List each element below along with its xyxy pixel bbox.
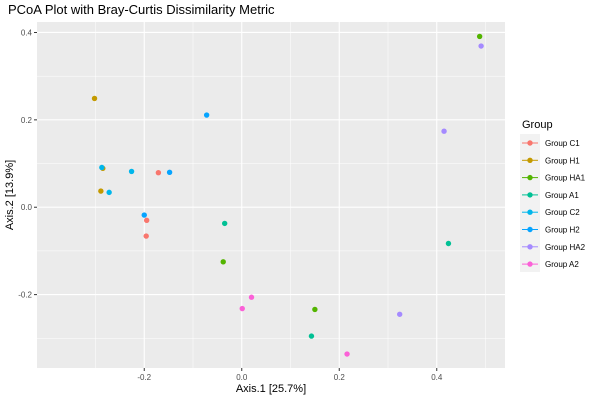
legend-key-point [527,209,533,215]
data-point [143,217,150,224]
data-point [91,95,98,102]
legend-title: Group [522,119,553,131]
data-point [166,169,173,175]
data-point [308,333,315,339]
x-tick-label: -0.2 [137,373,151,382]
x-axis-title: Axis.1 [25.7%] [236,383,306,395]
chart-title: PCoA Plot with Bray-Curtis Dissimilarity… [8,2,275,17]
y-axis-ticks: -0.2 0.0 0.2 0.4 [18,28,37,300]
data-point [441,128,447,134]
data-point [476,33,483,40]
legend-key-point [527,261,533,267]
data-points [91,33,484,357]
legend-key-point [527,226,533,233]
legend-key-point [527,140,533,146]
y-tick-label: 0.0 [21,203,33,212]
data-point [445,240,452,247]
data-point [155,170,162,176]
x-tick-label: 0.2 [334,373,346,382]
data-point [141,212,147,218]
data-point [143,233,149,239]
data-point [239,305,245,312]
data-point [99,164,105,171]
legend-key-point [527,174,533,181]
legend-key-background [520,134,540,272]
legend-label: Group H2 [545,226,580,235]
data-point [312,306,318,313]
y-tick-label: 0.4 [21,28,33,37]
data-point [397,311,403,317]
data-point [344,351,350,357]
data-point [203,112,210,118]
legend-label: Group HA1 [545,174,586,183]
legend-label: Group A1 [545,191,579,200]
legend-key-point [527,192,533,198]
x-axis-ticks: -0.2 0.0 0.2 0.4 [137,368,443,382]
data-point [221,220,228,227]
y-tick-label: -0.2 [18,291,32,300]
legend-label: Group C2 [545,208,580,217]
x-tick-label: 0.4 [431,373,443,382]
legend: Group Group C1 Group H1 Group HA1 Group A1 G… [520,119,586,272]
data-point [106,189,112,196]
x-tick-label: 0.0 [236,373,248,382]
data-point [248,294,255,300]
y-tick-label: 0.2 [21,116,33,125]
legend-label: Group HA2 [545,243,586,252]
legend-label: Group C1 [545,139,580,148]
minor-gridlines [37,22,505,368]
legend-key-point [527,244,533,250]
legend-label: Group A2 [545,260,579,269]
data-point [98,188,104,194]
data-point [220,259,226,265]
data-point [128,168,135,175]
y-axis-title: Axis.2 [13.9%] [4,160,16,230]
plot-panel [37,22,505,368]
legend-label: Group H1 [545,156,580,165]
major-gridlines [37,22,505,368]
legend-key-point [527,157,533,163]
data-point [478,43,484,49]
